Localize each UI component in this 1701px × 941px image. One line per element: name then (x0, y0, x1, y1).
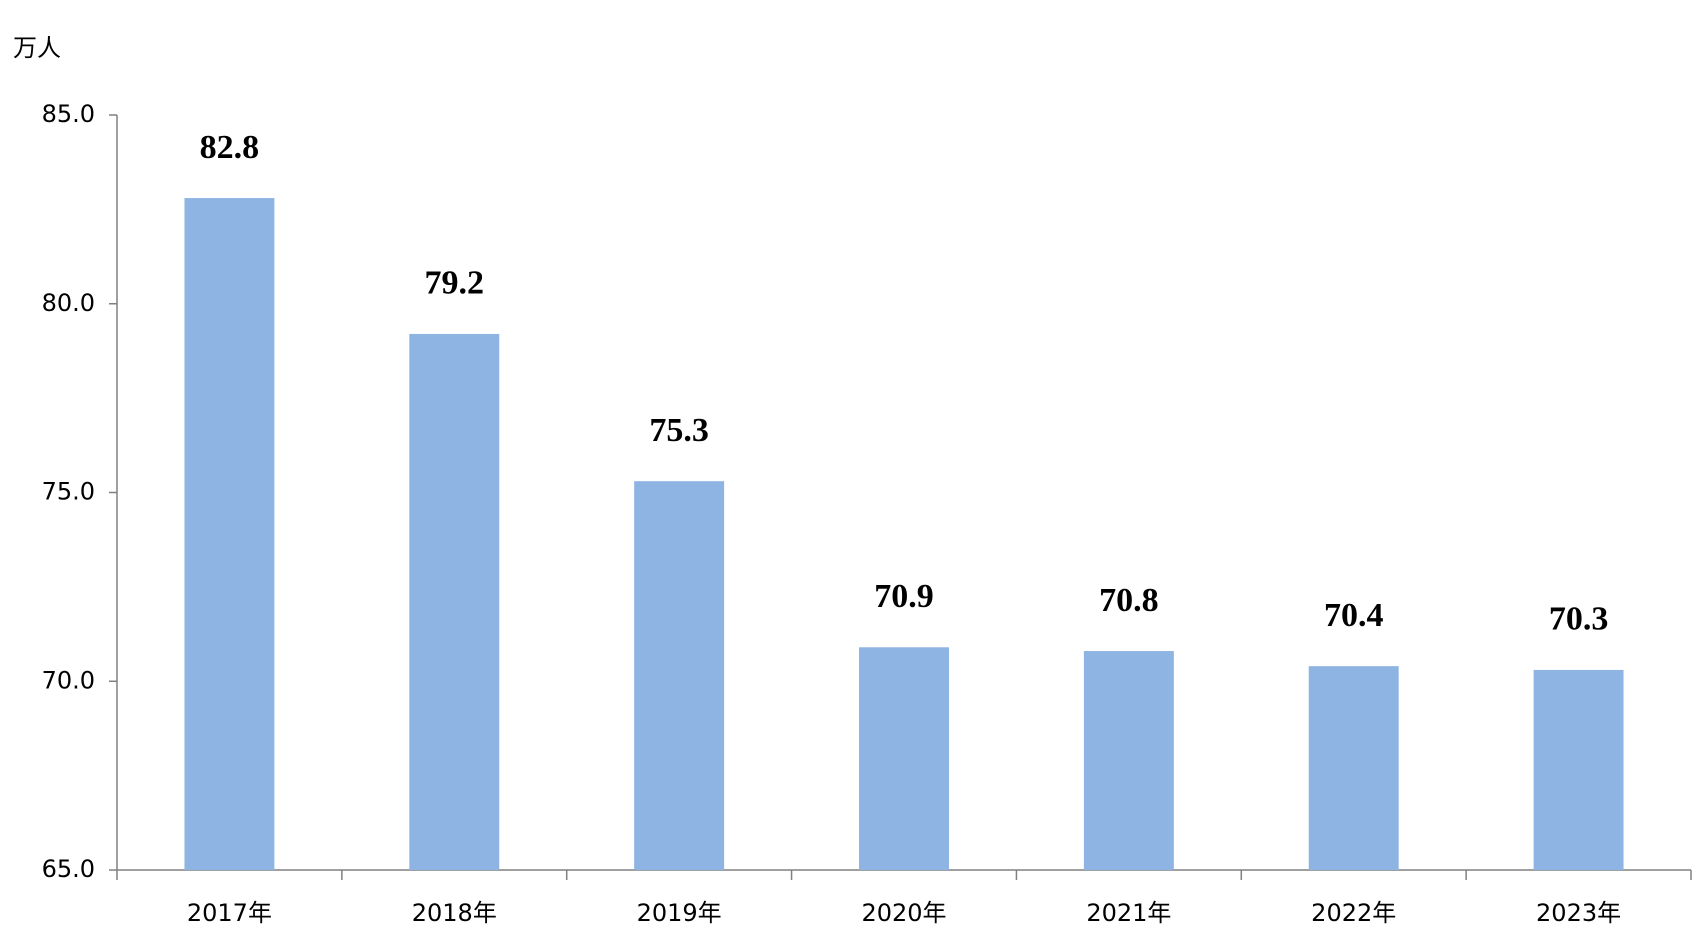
value-label: 70.4 (1324, 597, 1384, 634)
bar (1308, 666, 1399, 870)
bar (634, 481, 725, 870)
x-tick-label: 2021年 (1086, 899, 1171, 927)
y-tick-label: 80.0 (42, 289, 95, 317)
value-label: 70.9 (874, 578, 934, 615)
x-tick-label: 2022年 (1311, 899, 1396, 927)
bar (184, 198, 275, 871)
value-label: 70.8 (1099, 582, 1159, 619)
value-label: 75.3 (649, 412, 709, 449)
x-tick-label: 2019年 (637, 899, 722, 927)
y-axis-label: 万人 (13, 34, 61, 62)
y-tick-label: 70.0 (42, 666, 95, 694)
bar (1083, 651, 1174, 870)
value-label: 79.2 (425, 265, 485, 302)
x-tick-label: 2023年 (1536, 899, 1621, 927)
x-tick-label: 2017年 (187, 899, 272, 927)
bar (1533, 669, 1624, 870)
bar (409, 333, 500, 870)
y-tick-label: 75.0 (42, 478, 95, 506)
y-tick-label: 65.0 (42, 855, 95, 883)
y-tick-label: 85.0 (42, 100, 95, 128)
x-tick-label: 2020年 (861, 899, 946, 927)
bar (859, 647, 949, 870)
value-label: 82.8 (200, 129, 260, 166)
value-label: 70.3 (1549, 601, 1609, 638)
x-tick-label: 2018年 (412, 899, 497, 927)
